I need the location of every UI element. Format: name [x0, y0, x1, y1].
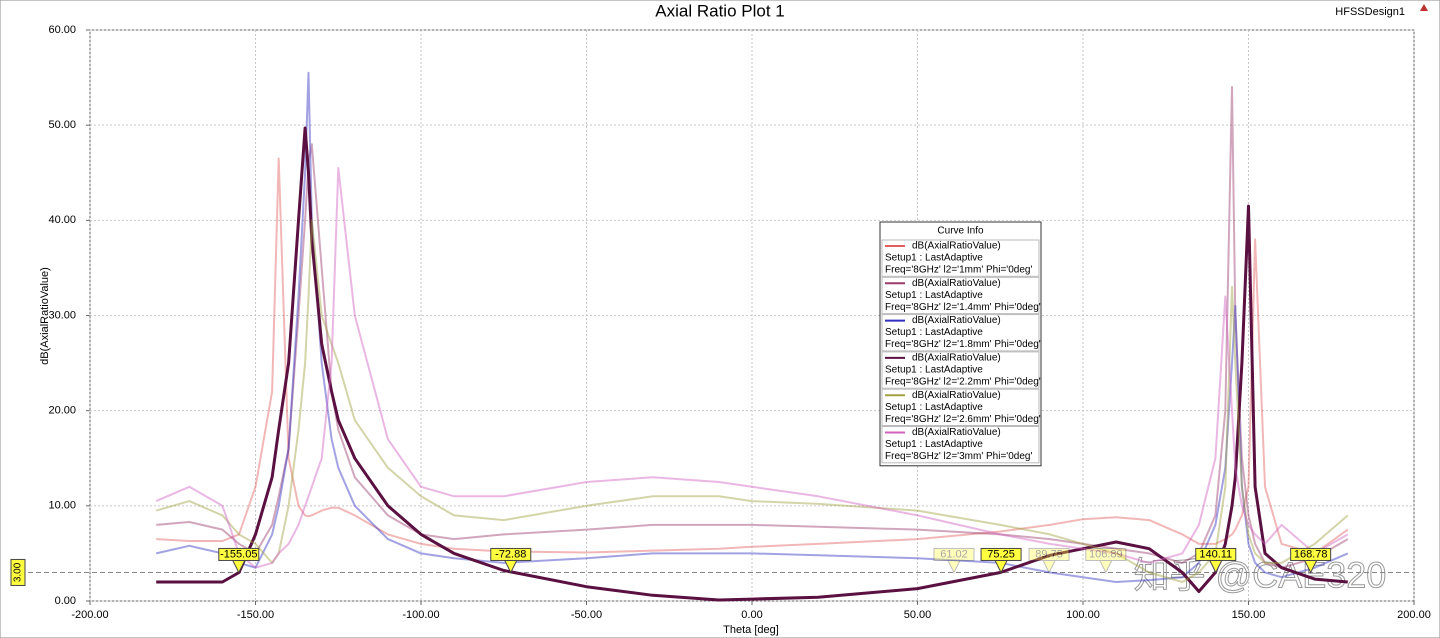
marker-label: 140.11	[1199, 548, 1232, 560]
design-name: HFSSDesign1	[1335, 6, 1405, 18]
marker: 106.89	[1085, 547, 1127, 574]
series-line	[155, 219, 1349, 583]
x-tick-label: -150.00	[237, 609, 274, 621]
marker-label-box	[980, 547, 1022, 561]
legend-label: dB(AxialRatioValue)	[912, 390, 1001, 401]
y-axis-title: dB(AxialRatioValue)	[39, 267, 51, 365]
marker-label: 89.75	[1035, 548, 1063, 560]
marker-label: -72.88	[495, 548, 526, 560]
x-axis-title: Theta [deg]	[723, 624, 779, 636]
legend-setup: Setup1 : LastAdaptive	[885, 402, 983, 413]
legend-label: dB(AxialRatioValue)	[912, 353, 1001, 364]
series-line	[156, 86, 1349, 569]
x-tick-label: -50.00	[571, 609, 602, 621]
marker: 140.11	[1195, 547, 1237, 574]
marker-label: -155.05	[220, 548, 257, 560]
x-tick-label: 0.00	[741, 609, 762, 621]
marker-label-box	[1290, 547, 1332, 561]
legend-variation: Freq='8GHz' l2='3mm' Phi='0deg'	[885, 451, 1032, 462]
marker: 168.78	[1290, 547, 1332, 574]
x-tick-label: 150.00	[1232, 609, 1266, 621]
marker-pointer	[1099, 559, 1113, 574]
legend-entry-box	[881, 239, 1040, 277]
legend-entry-box	[881, 314, 1040, 352]
legend-entry-box	[881, 426, 1040, 464]
legend-setup: Setup1 : LastAdaptive	[885, 365, 983, 376]
y-tick-label: 30.00	[48, 309, 76, 321]
marker-pointer	[1042, 559, 1056, 574]
marker-label: 61.02	[940, 548, 968, 560]
legend-setup: Setup1 : LastAdaptive	[885, 290, 983, 301]
legend-variation: Freq='8GHz' l2='1.8mm' Phi='0deg'	[885, 339, 1041, 350]
marker-label: 75.25	[987, 548, 1015, 560]
reference-label-box	[10, 558, 26, 586]
marker-label: 168.78	[1294, 548, 1328, 560]
series-line	[155, 71, 1349, 583]
marker: 75.25	[980, 547, 1022, 574]
y-tick-label: 60.00	[48, 24, 76, 36]
legend-label: dB(AxialRatioValue)	[912, 241, 1001, 252]
legend-setup: Setup1 : LastAdaptive	[885, 439, 983, 450]
legend-entry-box	[881, 276, 1040, 315]
legend-variation: Freq='8GHz' l2='1mm' Phi='0deg'	[885, 265, 1032, 276]
marker: 61.02	[933, 547, 975, 574]
legend-setup: Setup1 : LastAdaptive	[885, 253, 983, 264]
marker-label: 106.89	[1089, 548, 1123, 560]
y-tick-label: 0.00	[55, 595, 76, 607]
y-tick-label: 20.00	[48, 405, 76, 417]
watermark: 知乎 @CAE320	[1134, 555, 1387, 596]
series-line	[156, 157, 1349, 555]
legend-entry-box	[881, 351, 1040, 389]
y-tick-label: 50.00	[48, 119, 76, 131]
marker: 89.75	[1028, 547, 1070, 574]
marker-label-box	[1085, 547, 1127, 561]
series-line	[156, 126, 1348, 602]
marker-label-box	[218, 547, 260, 561]
legend-variation: Freq='8GHz' l2='2.2mm' Phi='0deg'	[885, 377, 1041, 388]
x-tick-label: 100.00	[1066, 609, 1100, 621]
marker-label-box	[1028, 547, 1070, 561]
legend-variation: Freq='8GHz' l2='1.4mm' Phi='0deg'	[885, 302, 1041, 313]
x-tick-label: 50.00	[904, 609, 932, 621]
chart-title: Axial Ratio Plot 1	[655, 1, 784, 20]
marker-pointer	[947, 559, 961, 574]
y-tick-label: 40.00	[48, 214, 76, 226]
legend-label: dB(AxialRatioValue)	[912, 315, 1001, 326]
reference-label: 3.00	[13, 562, 24, 582]
x-tick-label: 200.00	[1397, 609, 1431, 621]
marker-label-box	[1195, 547, 1237, 561]
legend-setup: Setup1 : LastAdaptive	[885, 327, 983, 338]
marker: -72.88	[490, 547, 532, 574]
x-tick-label: -200.00	[71, 609, 108, 621]
marker-label-box	[933, 547, 975, 561]
marker-label-box	[490, 547, 532, 561]
y-tick-label: 10.00	[48, 500, 76, 512]
legend-title: Curve Info	[937, 226, 984, 237]
x-tick-label: -100.00	[402, 609, 439, 621]
series-line	[155, 167, 1349, 569]
legend-variation: Freq='8GHz' l2='2.6mm' Phi='0deg'	[885, 414, 1041, 425]
design-icon	[1420, 4, 1428, 11]
legend-label: dB(AxialRatioValue)	[912, 427, 1001, 438]
legend-label: dB(AxialRatioValue)	[912, 278, 1001, 289]
legend-entry-box	[881, 388, 1040, 427]
marker: -155.05	[218, 547, 260, 574]
